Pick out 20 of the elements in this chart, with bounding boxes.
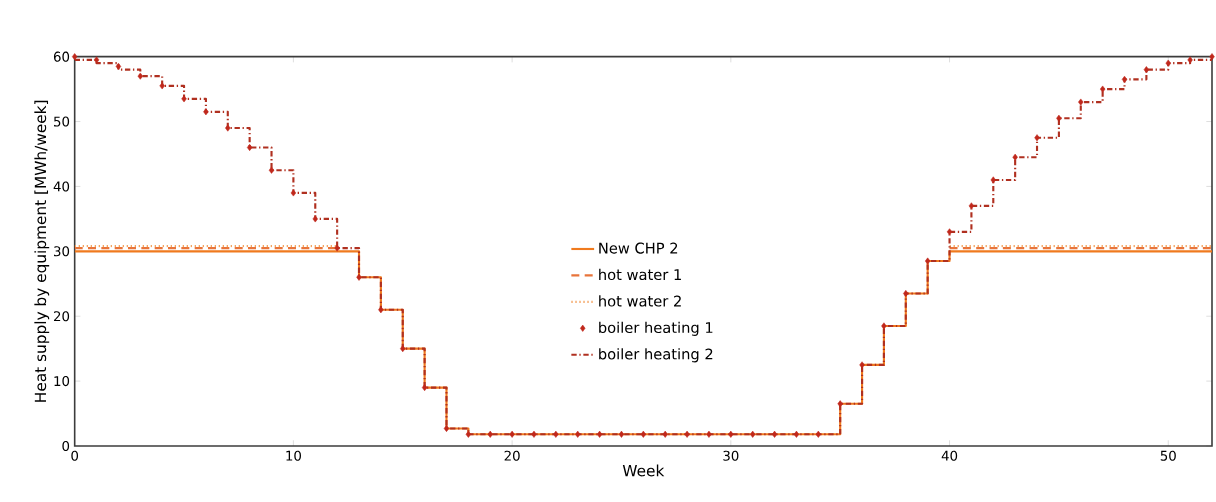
y-tick-label: 60 xyxy=(53,51,70,62)
y-axis-title: Heat supply by equipment [MWh/week] xyxy=(34,100,50,402)
y-tick-label: 10 xyxy=(54,376,70,387)
x-tick-label: 30 xyxy=(723,450,739,461)
y-tick-label: 30 xyxy=(54,246,70,257)
x-axis-title: Week xyxy=(622,464,665,477)
y-tick-label: 20 xyxy=(53,311,70,322)
x-tick-label: 40 xyxy=(941,450,958,461)
legend-label: hot water 2 xyxy=(599,295,681,307)
legend-label: New CHP 2 xyxy=(599,242,678,254)
y-tick-label: 50 xyxy=(54,116,70,127)
y-tick-label: 40 xyxy=(53,181,70,192)
legend-label: hot water 1 xyxy=(599,268,681,281)
x-tick-label: 50 xyxy=(1160,450,1176,461)
x-tick-label: 20 xyxy=(504,450,520,461)
y-tick-label: 0 xyxy=(62,440,70,452)
legend-label: boiler heating 2 xyxy=(599,348,713,363)
x-tick-label: 0 xyxy=(71,450,79,461)
x-tick-label: 10 xyxy=(286,450,301,461)
legend-label: boiler heating 1 xyxy=(599,321,713,336)
